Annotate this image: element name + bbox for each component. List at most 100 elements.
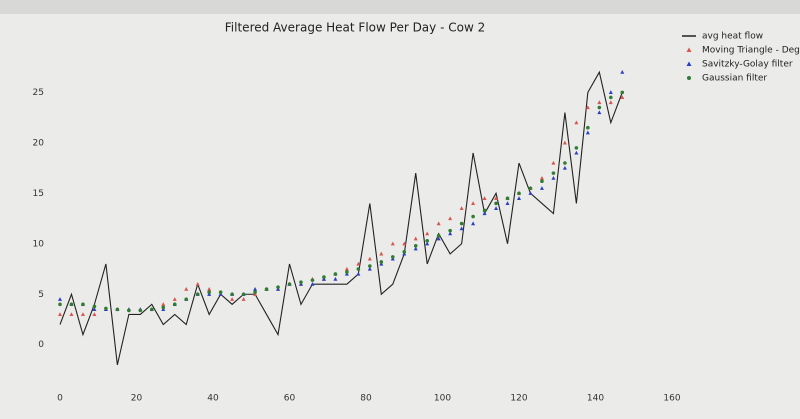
data-point — [425, 241, 430, 246]
data-point — [69, 302, 74, 307]
data-point — [608, 100, 613, 105]
data-point — [195, 281, 200, 286]
data-point — [517, 196, 521, 200]
data-point — [356, 271, 361, 276]
data-point — [253, 287, 258, 291]
chart-title: Filtered Average Heat Flow Per Day - Cow… — [225, 21, 485, 35]
x-tick-label: 120 — [510, 394, 527, 404]
data-point — [92, 307, 97, 311]
legend-label: Gaussian filter — [702, 74, 767, 84]
data-point — [310, 281, 315, 286]
data-point — [608, 90, 613, 94]
legend-label: Savitzky-Golay filter — [702, 60, 793, 70]
data-point — [620, 95, 625, 100]
x-tick-label: 140 — [587, 394, 604, 404]
data-point — [276, 285, 280, 289]
data-point — [264, 287, 269, 292]
data-point — [172, 302, 177, 307]
x-tick-label: 40 — [207, 394, 219, 404]
data-point — [482, 211, 487, 216]
data-point — [448, 228, 452, 233]
data-point — [413, 236, 418, 241]
y-tick-label: 0 — [38, 340, 44, 350]
data-point — [436, 221, 441, 226]
data-point — [539, 175, 544, 180]
data-point — [402, 250, 407, 254]
data-point — [448, 231, 453, 236]
data-point — [69, 312, 74, 317]
data-point — [551, 171, 556, 175]
data-point — [310, 278, 315, 282]
x-tick-label: 160 — [663, 394, 680, 404]
data-point — [585, 130, 590, 135]
data-point — [528, 191, 533, 195]
data-point — [402, 241, 407, 246]
data-point — [161, 302, 166, 306]
data-point — [413, 244, 418, 248]
legend-label: Moving Triangle - Degr — [702, 46, 800, 56]
data-point — [436, 233, 441, 238]
data-point — [345, 270, 349, 274]
data-point — [207, 290, 211, 295]
y-tick-label: 20 — [33, 138, 45, 148]
data-point — [172, 297, 177, 301]
data-point — [104, 306, 108, 311]
data-point — [58, 302, 62, 307]
data-point — [195, 292, 200, 297]
data-point — [356, 261, 361, 266]
data-point — [150, 307, 154, 312]
data-point — [574, 120, 579, 125]
data-point — [81, 302, 85, 307]
data-point — [597, 105, 602, 110]
data-point — [528, 186, 533, 191]
data-point — [344, 266, 349, 271]
data-point — [494, 206, 499, 211]
data-point — [574, 150, 579, 155]
legend-label: avg heat flow — [702, 32, 763, 42]
data-point — [551, 160, 556, 165]
data-point — [367, 266, 372, 271]
data-point — [459, 206, 464, 211]
data-point — [585, 105, 590, 110]
data-point — [597, 110, 602, 115]
data-point — [161, 305, 166, 310]
data-point — [390, 241, 395, 246]
data-point — [184, 287, 189, 291]
data-point — [482, 208, 487, 213]
data-point — [436, 236, 441, 241]
data-point — [92, 304, 97, 309]
legend-swatch — [686, 61, 692, 66]
data-point — [356, 267, 361, 271]
data-point — [471, 221, 476, 226]
data-point — [539, 186, 544, 190]
legend-swatch — [687, 76, 691, 80]
data-point — [138, 308, 143, 313]
data-point — [333, 276, 338, 281]
data-point — [333, 272, 338, 276]
data-point — [425, 231, 430, 236]
data-point — [230, 292, 234, 297]
y-tick-label: 25 — [33, 88, 44, 98]
data-point — [287, 282, 292, 286]
data-point — [459, 226, 464, 231]
y-tick-label: 15 — [33, 189, 44, 199]
data-point — [379, 251, 384, 256]
data-point — [413, 246, 418, 251]
data-point — [184, 297, 189, 302]
data-point — [574, 146, 579, 150]
legend-swatch — [686, 47, 692, 52]
data-point — [425, 238, 430, 243]
data-point — [620, 90, 625, 95]
data-point — [218, 290, 223, 295]
data-point — [494, 196, 499, 200]
data-point — [562, 165, 567, 170]
data-point — [368, 264, 372, 268]
data-point — [58, 297, 62, 301]
series-line — [59, 70, 623, 366]
data-point — [620, 69, 625, 74]
data-point — [505, 201, 510, 206]
data-point — [367, 256, 372, 261]
x-tick-label: 20 — [131, 394, 143, 404]
